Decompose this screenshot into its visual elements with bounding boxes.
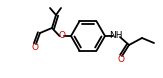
Text: NH: NH (109, 32, 123, 40)
Text: O: O (118, 55, 125, 64)
Text: O: O (31, 43, 38, 52)
Text: O: O (59, 32, 66, 40)
